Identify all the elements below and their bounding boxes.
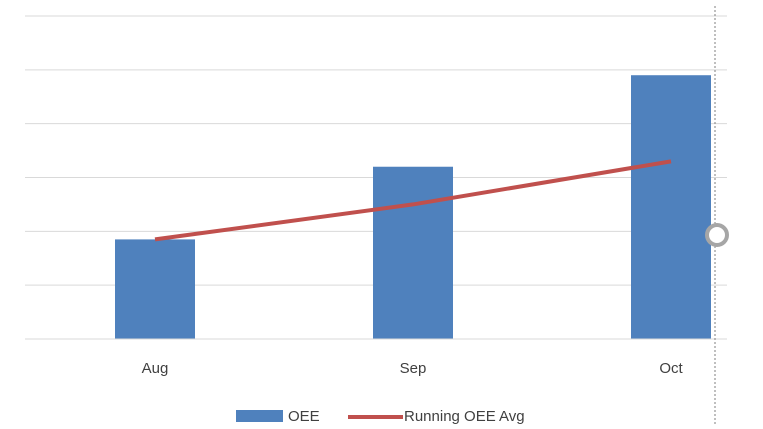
x-axis: Aug Sep Oct	[25, 339, 727, 377]
x-tick-label: Oct	[659, 360, 683, 377]
legend-item-oee[interactable]: OEE	[236, 408, 320, 424]
bar-oee-aug[interactable]	[115, 239, 195, 339]
legend-label-running-avg: Running OEE Avg	[404, 408, 525, 424]
x-tick-label: Sep	[400, 360, 427, 377]
resize-handle[interactable]	[707, 225, 727, 245]
bar-series-oee[interactable]	[115, 75, 711, 339]
x-tick-label: Aug	[142, 360, 169, 377]
legend[interactable]: OEE Running OEE Avg	[236, 408, 525, 424]
legend-item-running-avg[interactable]: Running OEE Avg	[348, 408, 525, 424]
bar-oee-oct[interactable]	[631, 75, 711, 339]
bar-oee-sep[interactable]	[373, 167, 453, 339]
legend-label-oee: OEE	[288, 408, 320, 424]
legend-swatch-oee	[236, 410, 283, 422]
